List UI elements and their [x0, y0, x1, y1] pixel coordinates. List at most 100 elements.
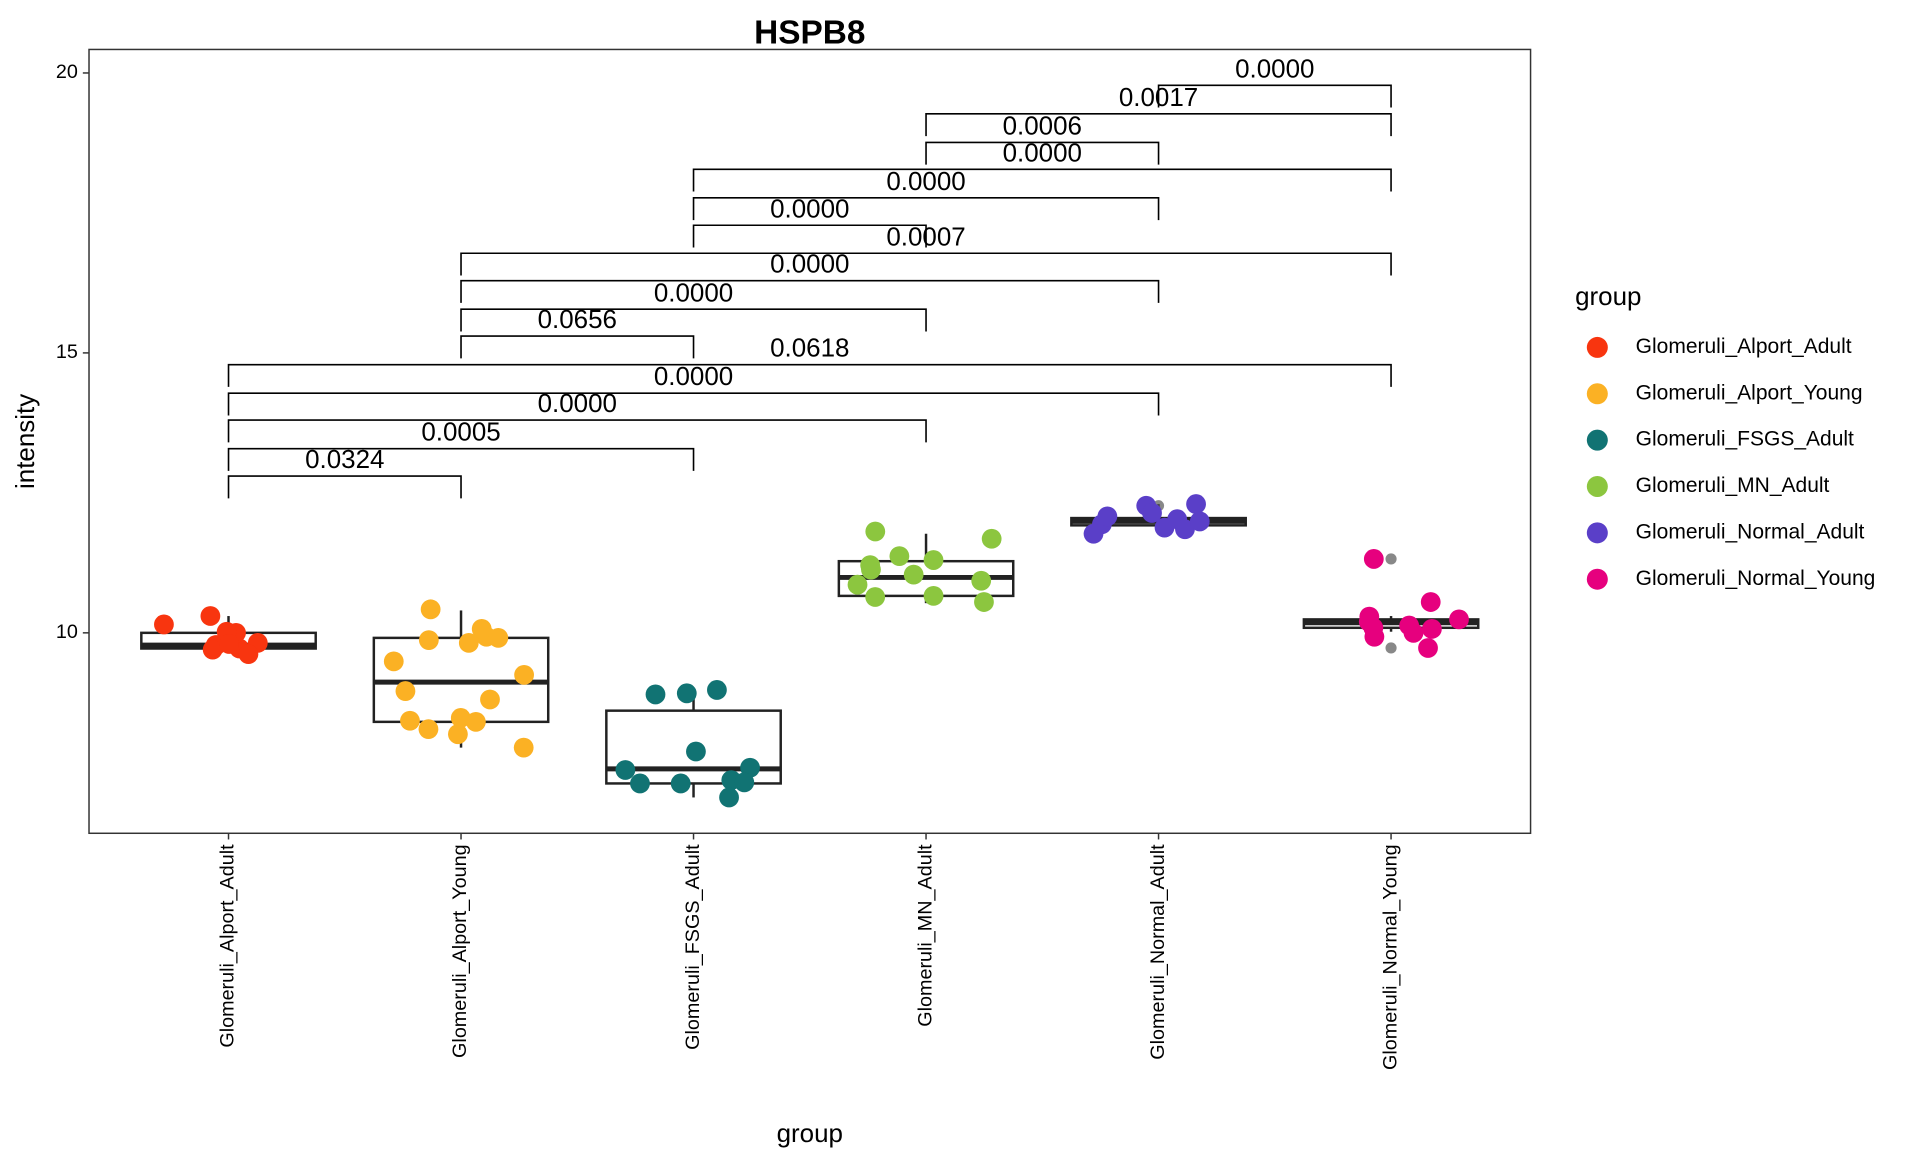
plot-border	[88, 48, 1532, 835]
legend-label: Glomeruli_MN_Adult	[1636, 474, 1830, 497]
point	[202, 639, 223, 660]
point	[923, 550, 944, 570]
significance-bracket	[692, 197, 1160, 221]
x-tick-label: Glomeruli_Normal_Adult	[1147, 844, 1169, 1060]
point	[488, 627, 509, 648]
legend-swatch	[1586, 522, 1608, 544]
p-value-label: 0.0000	[886, 166, 965, 196]
legend-label: Glomeruli_Alport_Young	[1636, 381, 1863, 404]
point	[734, 772, 755, 793]
point	[676, 683, 697, 704]
legend-swatch	[1586, 336, 1608, 358]
significance-bracket	[227, 475, 462, 499]
point	[400, 710, 420, 731]
y-axis-title: intensity	[10, 394, 40, 489]
point	[645, 684, 666, 705]
outlier	[1385, 553, 1397, 565]
legend-label: Glomeruli_Normal_Adult	[1636, 520, 1865, 543]
legend-title: group	[1575, 281, 1641, 311]
point	[719, 787, 739, 808]
point	[889, 546, 910, 567]
x-tick-label: Glomeruli_Alport_Adult	[217, 844, 239, 1048]
point	[1420, 592, 1441, 612]
p-value-label: 0.0000	[654, 277, 733, 307]
point	[513, 737, 534, 758]
legend-swatch	[1586, 475, 1608, 497]
significance-bracket	[227, 392, 1160, 416]
point	[458, 633, 479, 653]
significance-bracket	[1157, 84, 1392, 108]
point	[420, 599, 441, 620]
legend-label: Glomeruli_Normal_Young	[1636, 567, 1876, 590]
outlier	[1385, 642, 1397, 654]
legend-swatch	[1586, 568, 1608, 590]
point	[1154, 517, 1175, 538]
significance-bracket	[925, 141, 1160, 165]
significance-bracket	[227, 363, 1392, 387]
point	[903, 564, 924, 585]
point	[615, 760, 636, 780]
legend-label: Glomeruli_FSGS_Adult	[1636, 428, 1854, 451]
significance-bracket	[460, 335, 695, 359]
point	[238, 644, 259, 665]
x-tick-label: Glomeruli_MN_Adult	[914, 844, 936, 1027]
x-tick-label: Glomeruli_Alport_Young	[449, 844, 471, 1058]
point	[395, 681, 416, 701]
p-value-label: 0.0006	[1003, 110, 1082, 140]
point	[923, 586, 944, 606]
point	[480, 689, 500, 710]
point	[418, 630, 439, 651]
point	[514, 664, 534, 685]
y-tick-label: 10	[56, 621, 78, 643]
significance-bracket	[227, 419, 927, 443]
point	[471, 619, 492, 639]
point	[630, 773, 650, 794]
point	[383, 651, 404, 672]
point	[154, 614, 174, 635]
significance-bracket	[460, 308, 927, 332]
significance-bracket	[925, 113, 1392, 137]
point	[465, 711, 486, 732]
legend-swatch	[1586, 429, 1608, 451]
point	[1189, 511, 1210, 532]
p-value-label: 0.0000	[654, 361, 733, 391]
point	[981, 528, 1002, 549]
point	[418, 719, 439, 740]
point	[686, 741, 706, 762]
point	[1363, 549, 1384, 569]
point	[974, 592, 994, 612]
point	[865, 587, 886, 607]
point	[847, 574, 868, 595]
point	[1418, 638, 1438, 658]
point	[1422, 619, 1442, 639]
point	[1449, 609, 1469, 630]
point	[219, 634, 239, 654]
x-axis-title: group	[777, 1118, 843, 1148]
p-value-label: 0.0000	[1235, 53, 1314, 83]
chart-title: HSPB8	[754, 14, 865, 51]
point	[971, 570, 992, 591]
point	[1097, 506, 1118, 527]
y-tick-label: 15	[56, 341, 78, 363]
x-tick-label: Glomeruli_FSGS_Adult	[682, 844, 704, 1050]
point	[1175, 519, 1195, 540]
point	[200, 606, 221, 626]
significance-bracket	[227, 447, 695, 471]
point	[1186, 494, 1206, 514]
legend-swatch	[1586, 383, 1608, 405]
point	[448, 724, 468, 745]
x-tick-label: Glomeruli_Normal_Young	[1379, 844, 1401, 1070]
point	[707, 680, 727, 700]
point	[1364, 626, 1385, 647]
point	[861, 559, 881, 580]
point	[1142, 503, 1162, 523]
point	[1083, 523, 1104, 544]
significance-bracket	[460, 279, 1160, 303]
p-value-label: 0.0618	[770, 333, 849, 363]
legend-label: Glomeruli_Alport_Adult	[1636, 335, 1852, 358]
significance-bracket	[692, 224, 927, 248]
point	[1403, 622, 1424, 643]
point	[865, 521, 886, 542]
